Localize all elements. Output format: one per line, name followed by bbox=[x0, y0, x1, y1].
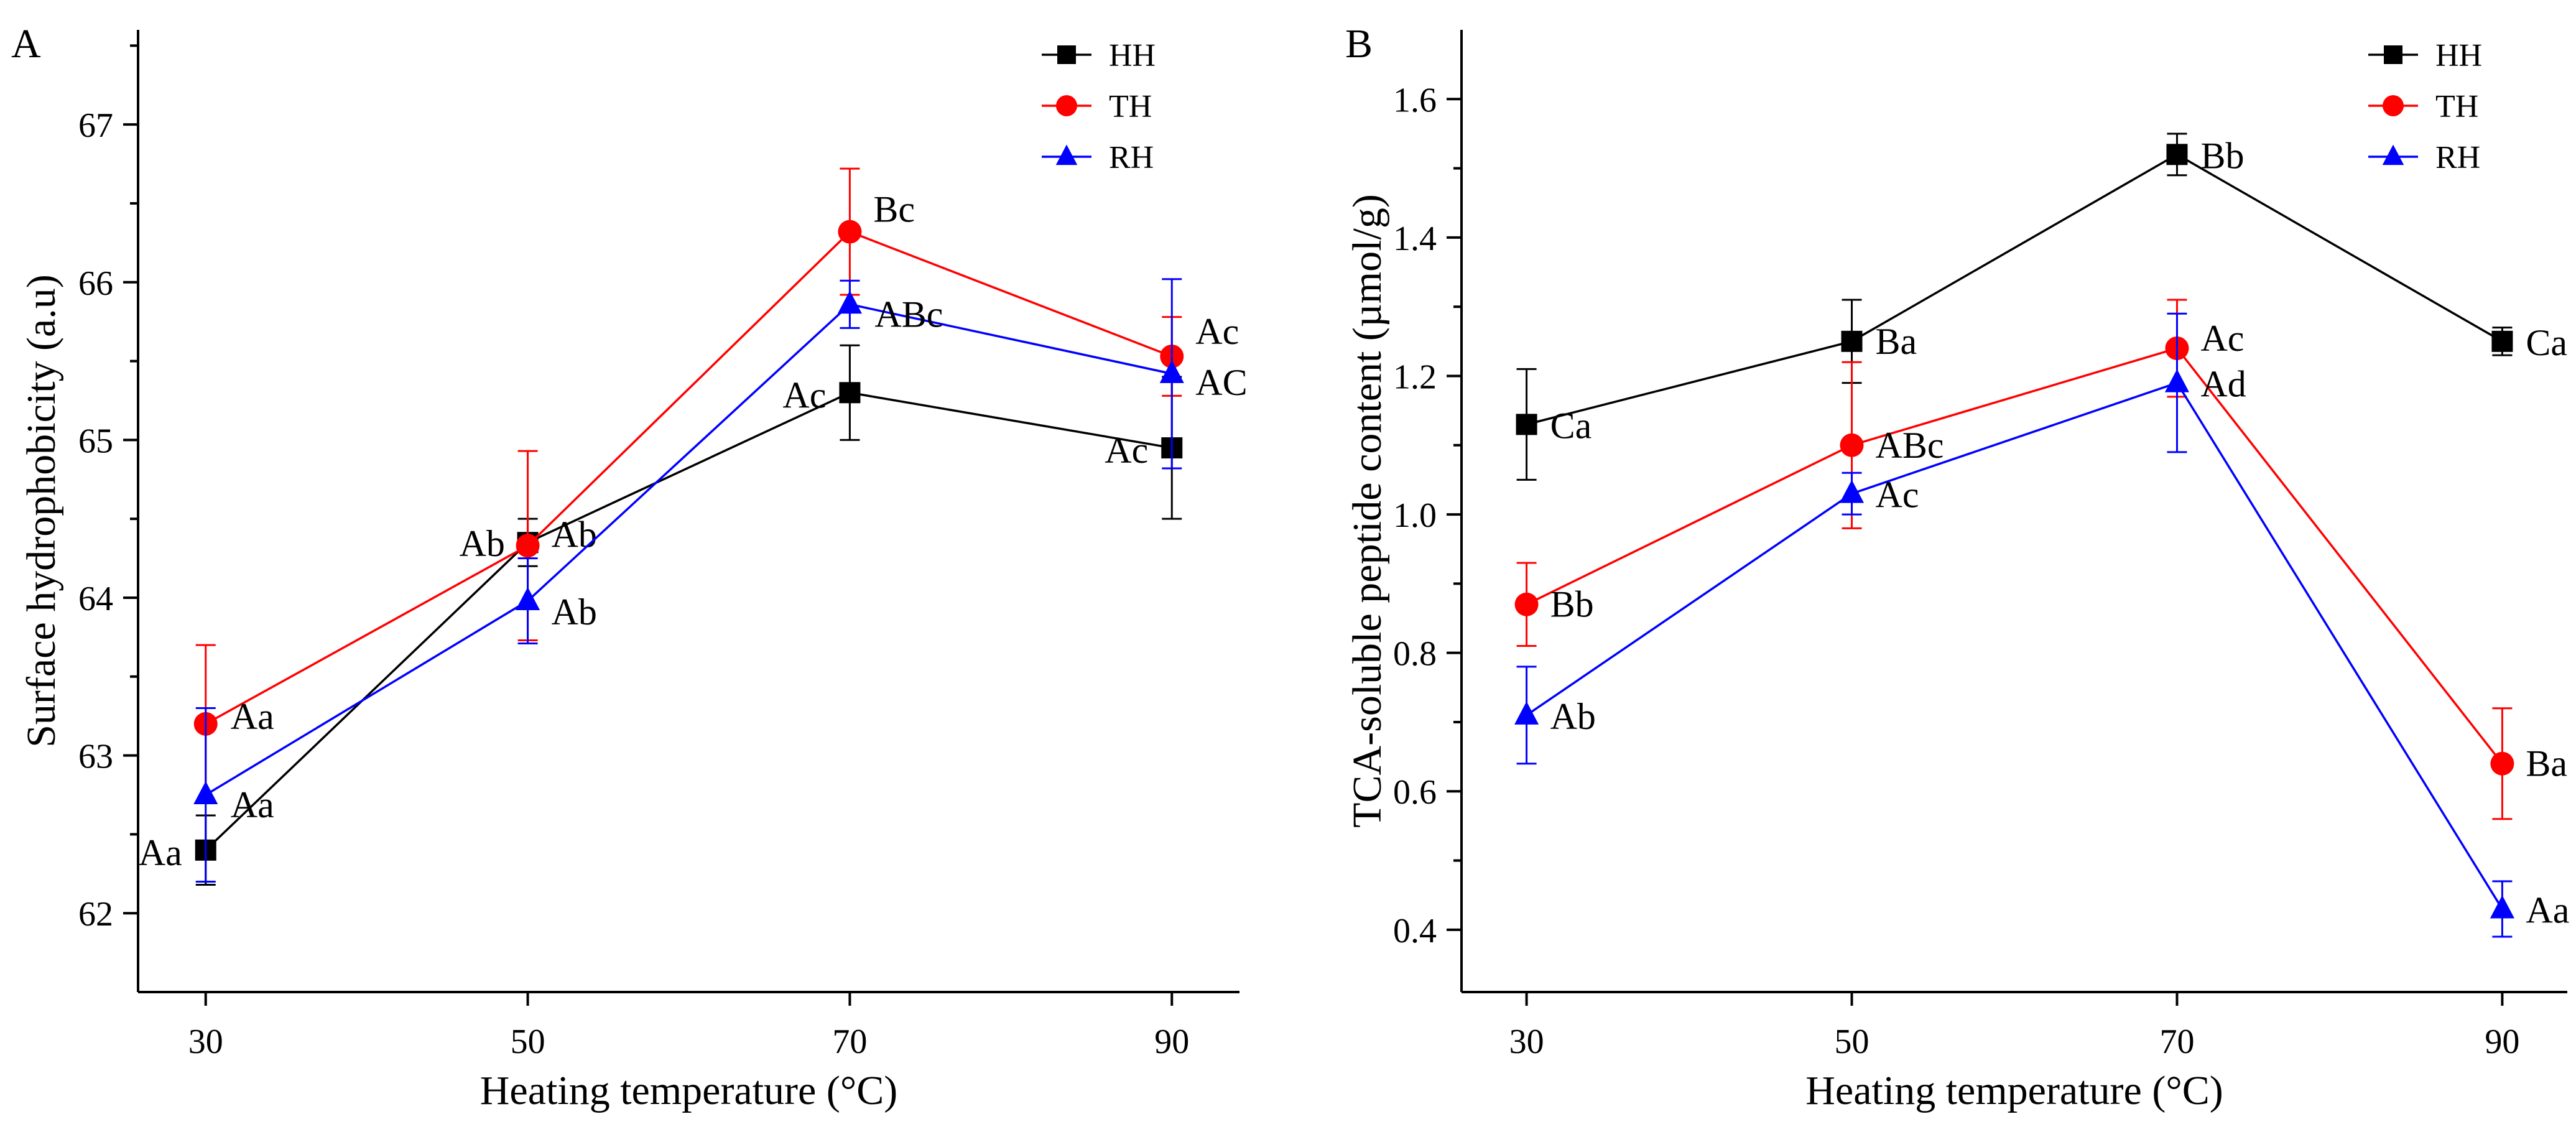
y-tick-label: 64 bbox=[78, 580, 113, 618]
significance-label: Aa bbox=[139, 832, 182, 873]
significance-label: Ab bbox=[552, 592, 597, 633]
data-point-hh bbox=[2491, 330, 2513, 352]
data-point-th bbox=[1514, 592, 1539, 616]
y-tick-label: 1.0 bbox=[1393, 496, 1437, 535]
significance-label: Ab bbox=[552, 514, 597, 555]
legend-label-hh: HH bbox=[1109, 38, 1156, 73]
significance-label: Ca bbox=[1550, 405, 1592, 446]
x-axis-title: Heating temperature (°C) bbox=[480, 1068, 897, 1113]
data-point-hh bbox=[2166, 144, 2188, 165]
significance-label: Bc bbox=[873, 189, 915, 230]
data-point-rh bbox=[1514, 701, 1539, 725]
data-point-th bbox=[516, 534, 540, 558]
significance-label: Ab bbox=[460, 523, 505, 564]
significance-label: Ba bbox=[2526, 743, 2567, 784]
significance-label: Ca bbox=[2526, 322, 2567, 363]
series-rh: Aa Ab ABc AC bbox=[193, 278, 1248, 883]
panel-letter: A bbox=[11, 21, 41, 67]
significance-label: ABc bbox=[874, 294, 943, 335]
significance-label: Aa bbox=[231, 784, 274, 825]
chart-panel-b: 30 50 70 90 0.4 0.6 0.8 1.0 1.2 1.4 1.6 B Heating te… bbox=[1345, 21, 2569, 1113]
legend-marker-th bbox=[1056, 95, 1077, 116]
x-tick-label: 70 bbox=[832, 1023, 867, 1061]
series-line-th bbox=[205, 230, 1172, 725]
significance-label: Ac bbox=[1876, 475, 1919, 516]
data-point-hh bbox=[1516, 414, 1537, 435]
y-tick-label: 0.8 bbox=[1393, 635, 1437, 674]
significance-label: Ac bbox=[1195, 311, 1239, 352]
significance-label: Aa bbox=[2526, 889, 2569, 930]
series-line-hh bbox=[1526, 153, 2503, 426]
legend: HH TH RH bbox=[2368, 38, 2482, 175]
x-tick-label: 30 bbox=[188, 1023, 223, 1061]
significance-label: ABc bbox=[1876, 425, 1944, 466]
data-point-th bbox=[1840, 433, 1864, 457]
data-point-rh bbox=[1839, 480, 1865, 503]
y-tick-label: 1.4 bbox=[1393, 220, 1437, 258]
data-point-rh bbox=[2490, 895, 2514, 919]
chart-panel-a: 30 50 70 90 62 63 64 65 66 67 A Heating temperature… bbox=[11, 21, 1248, 1113]
significance-label: Ac bbox=[782, 374, 826, 415]
series-line-hh bbox=[205, 391, 1172, 851]
series-hh: Aa Ab Ac Ac bbox=[139, 344, 1183, 886]
x-tick-label: 70 bbox=[2159, 1023, 2194, 1061]
y-axis-title: Surface hydrophobicity (a.u) bbox=[19, 274, 64, 748]
series-th: Bb ABc Ac Ba bbox=[1514, 299, 2567, 820]
significance-label: Bb bbox=[1550, 584, 1594, 625]
y-tick-label: 66 bbox=[78, 264, 113, 303]
y-tick-label: 65 bbox=[78, 422, 113, 460]
data-point-hh bbox=[839, 382, 861, 404]
data-point-rh bbox=[837, 290, 862, 314]
legend-label-th: TH bbox=[1109, 89, 1152, 124]
x-axis-title: Heating temperature (°C) bbox=[1805, 1068, 2223, 1113]
data-point-rh bbox=[2164, 369, 2190, 392]
significance-label: AC bbox=[1195, 362, 1247, 403]
legend-label-hh: HH bbox=[2435, 38, 2482, 73]
x-tick-label: 50 bbox=[1835, 1023, 1869, 1061]
x-tick-label: 30 bbox=[1509, 1023, 1544, 1061]
y-tick-label: 1.2 bbox=[1393, 358, 1437, 396]
data-point-th bbox=[2490, 751, 2514, 776]
legend-marker-hh bbox=[1057, 45, 1076, 64]
data-point-hh bbox=[1841, 330, 1863, 352]
data-point-rh bbox=[193, 781, 218, 804]
y-tick-label: 67 bbox=[78, 106, 113, 145]
y-tick-label: 62 bbox=[78, 895, 113, 934]
legend-marker-rh bbox=[1055, 144, 1078, 165]
y-axis-title: TCA-soluble peptide content (µmol/g) bbox=[1345, 194, 1390, 828]
y-tick-label: 63 bbox=[78, 738, 113, 776]
data-point-rh bbox=[516, 587, 540, 611]
significance-label: Ac bbox=[2200, 318, 2244, 359]
significance-label: Ba bbox=[1876, 321, 1917, 362]
series-line-th bbox=[1526, 346, 2503, 764]
significance-label: Ad bbox=[2200, 364, 2246, 405]
x-tick-label: 90 bbox=[2485, 1023, 2519, 1061]
panel-letter: B bbox=[1345, 21, 1373, 67]
series-rh: Ab Ac Ad Aa bbox=[1514, 312, 2569, 938]
legend-label-th: TH bbox=[2435, 89, 2478, 124]
significance-label: Ab bbox=[1550, 696, 1596, 737]
legend-marker-hh bbox=[2384, 45, 2402, 64]
significance-label: Aa bbox=[231, 696, 274, 737]
data-point-rh bbox=[1159, 360, 1184, 383]
significance-label: Bb bbox=[2200, 135, 2244, 176]
legend-marker-th bbox=[2383, 95, 2404, 116]
significance-label: Ac bbox=[1105, 430, 1148, 471]
y-tick-label: 1.6 bbox=[1393, 81, 1437, 119]
series-line-rh bbox=[205, 303, 1172, 796]
legend: HH TH RH bbox=[1042, 38, 1156, 175]
data-point-th bbox=[838, 220, 862, 244]
legend-label-rh: RH bbox=[1109, 140, 1154, 175]
y-tick-label: 0.4 bbox=[1393, 912, 1437, 950]
series-line-rh bbox=[1526, 381, 2503, 910]
legend-label-rh: RH bbox=[2435, 140, 2480, 175]
x-tick-label: 90 bbox=[1154, 1023, 1189, 1061]
x-tick-label: 50 bbox=[511, 1023, 545, 1061]
y-tick-label: 0.6 bbox=[1393, 773, 1437, 812]
legend-marker-rh bbox=[2382, 144, 2404, 165]
